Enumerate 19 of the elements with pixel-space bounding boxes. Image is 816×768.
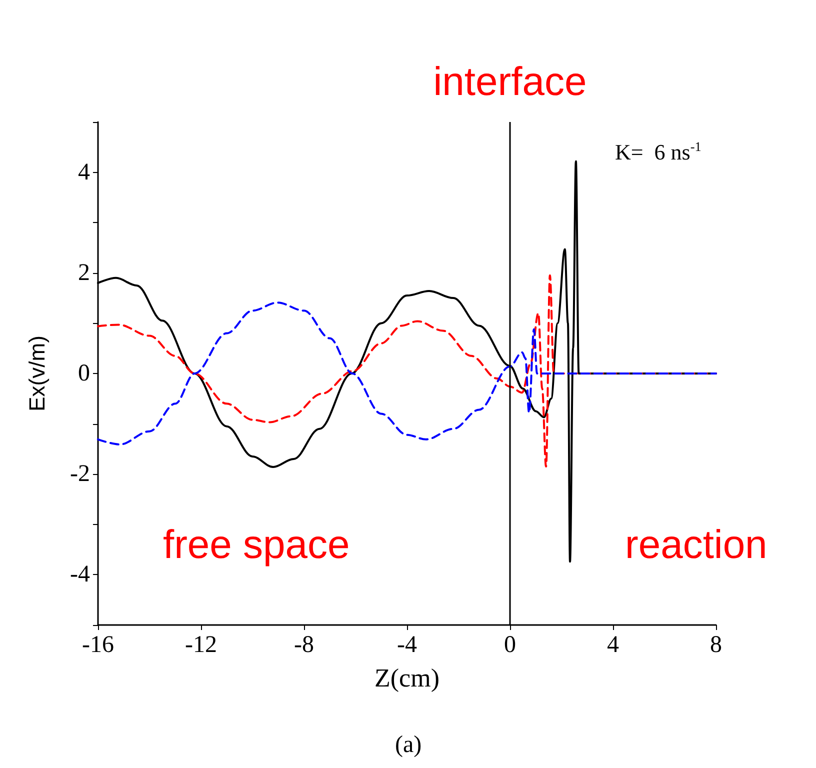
line-series — [97, 302, 717, 446]
y-tick-label: 4 — [78, 159, 90, 186]
y-axis-title: Ex(v/m) — [24, 336, 50, 412]
y-tick-label: 0 — [78, 360, 90, 386]
y-tick-label: 2 — [78, 260, 90, 286]
x-tick-label: -8 — [294, 632, 314, 658]
text: (a) — [395, 732, 422, 758]
ref-line-label: interface — [433, 60, 587, 104]
x-tick-label: 4 — [607, 632, 619, 658]
x-tick-label: 8 — [710, 632, 722, 658]
x-tick-label: -12 — [185, 632, 217, 658]
x-tick-label: -4 — [397, 632, 417, 658]
x-tick-label: 0 — [504, 632, 516, 658]
y-tick-label: -4 — [70, 562, 90, 588]
annotation: free space — [163, 523, 350, 567]
y-tick-label: -2 — [70, 461, 90, 488]
x-axis-title: Z(cm) — [374, 664, 440, 692]
x-tick-label: -16 — [82, 632, 114, 658]
annotation: reaction — [625, 523, 768, 567]
